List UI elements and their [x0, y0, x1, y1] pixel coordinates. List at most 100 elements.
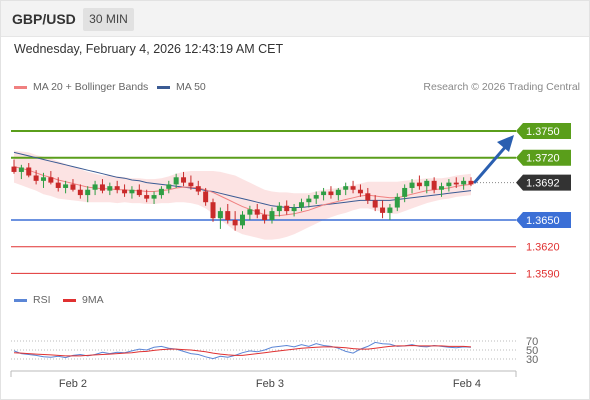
ma50-legend-swatch: [157, 86, 170, 89]
candle: [70, 179, 76, 192]
level-label: 1.3590: [526, 268, 560, 280]
candle: [225, 203, 231, 224]
candle-body: [40, 177, 46, 181]
candle: [151, 191, 157, 204]
candle-body: [372, 200, 378, 208]
candle: [453, 177, 459, 188]
candle: [357, 184, 363, 197]
candle-body: [365, 193, 371, 201]
candle-body: [380, 207, 386, 213]
rsi-ma-legend-label: 9MA: [82, 294, 104, 306]
candle: [298, 198, 304, 212]
candle: [402, 184, 408, 203]
candle-body: [55, 182, 61, 188]
candle-body: [468, 180, 474, 185]
timeframe-button[interactable]: 30 MIN: [83, 8, 134, 31]
candle-body: [114, 186, 120, 190]
candle: [203, 187, 209, 206]
candle-body: [284, 205, 290, 212]
candle-body: [357, 189, 363, 194]
candle-body: [225, 211, 231, 220]
candle: [328, 186, 334, 199]
candle: [321, 187, 327, 201]
candle-body: [85, 189, 91, 196]
candle: [173, 173, 179, 188]
candle-body: [298, 202, 304, 208]
candle-body: [446, 182, 452, 187]
ma50-legend-label: MA 50: [176, 81, 206, 93]
forecast-arrow-line: [473, 143, 509, 184]
candle-body: [26, 167, 32, 176]
candle: [269, 207, 275, 224]
candle: [55, 177, 61, 192]
candle-body: [313, 195, 319, 199]
candle-body: [122, 189, 128, 194]
candle: [210, 198, 216, 222]
candle: [431, 177, 437, 194]
candle: [461, 177, 467, 190]
level-tag: [516, 174, 571, 191]
candle: [409, 179, 415, 194]
candle-body: [77, 189, 83, 196]
candle-body: [350, 186, 356, 190]
candle-body: [394, 196, 400, 208]
candle-body: [151, 195, 157, 199]
candle-body: [18, 167, 24, 172]
candle: [158, 186, 164, 199]
candle: [284, 200, 290, 215]
candle: [107, 182, 113, 196]
candle: [18, 164, 24, 180]
candle-body: [136, 189, 142, 196]
rsi-ma-legend-swatch: [63, 299, 76, 302]
candle: [188, 175, 194, 190]
candle: [394, 193, 400, 212]
candle-body: [240, 214, 245, 226]
research-source: Research © 2026 Trading Central: [423, 81, 580, 93]
candle: [240, 211, 245, 229]
candle-body: [33, 175, 39, 181]
rsi-tick-label: 70: [526, 336, 538, 348]
candle-body: [166, 184, 172, 189]
level-label: 1.3650: [526, 215, 560, 227]
forecast-arrow-head: [497, 135, 514, 152]
candle-body: [188, 182, 194, 187]
candle: [439, 182, 445, 197]
candle: [247, 205, 253, 220]
level-label: 1.3720: [526, 153, 560, 165]
level-label: 1.3692: [526, 178, 560, 190]
candle: [313, 191, 319, 204]
candle-body: [48, 177, 54, 183]
candle-body: [217, 211, 223, 219]
candle-body: [416, 182, 422, 187]
candle: [33, 170, 39, 185]
candle: [114, 180, 120, 194]
candle-body: [11, 166, 17, 172]
candle: [129, 186, 135, 199]
ma20-legend-swatch: [14, 86, 27, 89]
candle-body: [276, 205, 282, 212]
candle: [232, 211, 238, 231]
candle: [48, 171, 54, 185]
candle-body: [328, 191, 334, 196]
candle-body: [343, 186, 349, 190]
candle-body: [321, 191, 327, 196]
candle-body: [387, 207, 393, 213]
rsi-legend-label: RSI: [33, 294, 51, 306]
candle-body: [439, 186, 445, 190]
candle: [343, 182, 349, 196]
candle-body: [63, 184, 69, 188]
candle-body: [107, 186, 113, 191]
candle: [424, 179, 430, 194]
candle-body: [195, 186, 201, 192]
candle: [144, 189, 150, 203]
candle-body: [306, 198, 312, 203]
candle: [446, 179, 452, 192]
candle-body: [210, 202, 216, 219]
candle: [40, 172, 46, 188]
candle: [291, 203, 297, 217]
candle-body: [129, 189, 135, 194]
x-tick-label: Feb 3: [256, 378, 284, 390]
candle: [416, 175, 422, 190]
level-label: 1.3750: [526, 126, 560, 138]
